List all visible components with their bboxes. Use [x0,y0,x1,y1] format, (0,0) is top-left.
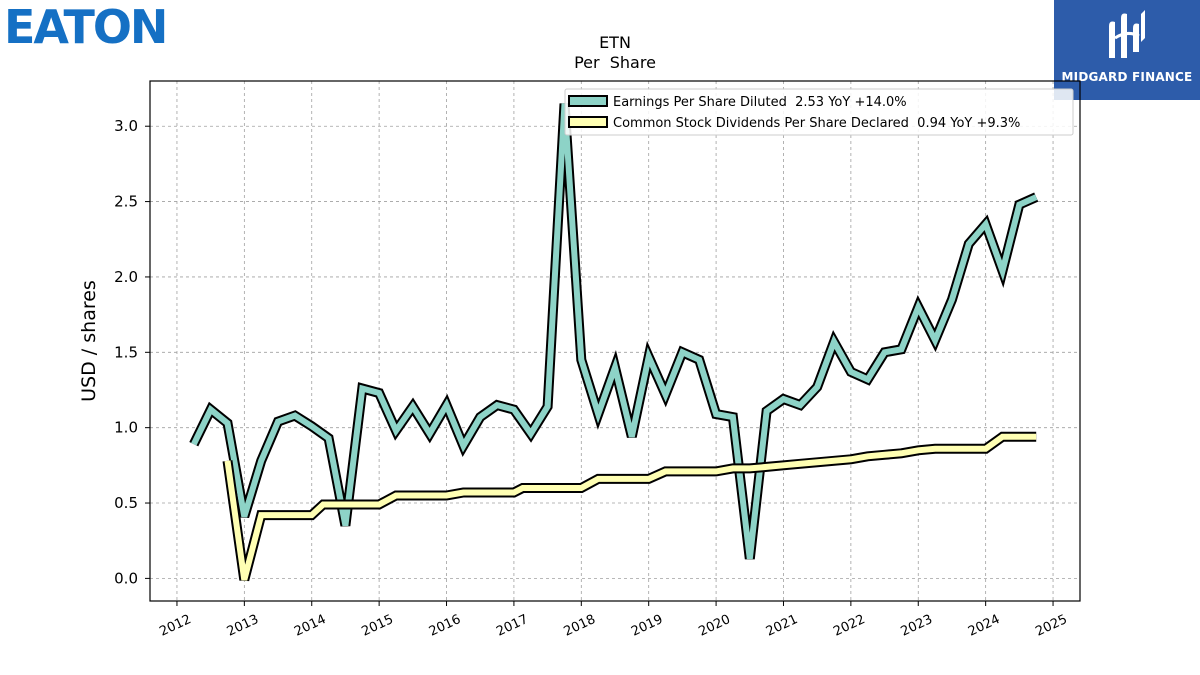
midgard-logo-text: MIDGARD FINANCE [1061,70,1193,84]
x-tick-label: 2014 [292,612,328,640]
midgard-mark-icon [1054,8,1200,68]
midgard-finance-logo: MIDGARD FINANCE [1054,0,1200,100]
eaton-logo-text: EATON [4,0,168,54]
x-tick-label: 2024 [966,612,1002,640]
x-tick-label: 2018 [562,612,598,640]
series-group [189,103,1039,582]
y-tick-label: 0.0 [114,569,138,587]
y-tick-label: 2.0 [114,268,138,286]
y-tick-label: 1.0 [114,419,138,437]
grid [150,81,1080,601]
legend-label: Earnings Per Share Diluted 2.53 YoY +14.… [613,95,907,110]
x-tick-label: 2017 [494,612,530,640]
y-tick-label: 0.5 [114,494,138,512]
x-tick-label: 2025 [1033,612,1069,640]
chart-title: ETN [599,33,631,52]
plot-frame [149,80,1081,602]
y-tick-label: 3.0 [114,117,138,135]
legend: Earnings Per Share Diluted 2.53 YoY +14.… [564,88,1074,136]
x-tick-label: 2022 [831,612,867,640]
x-tick-label: 2019 [629,612,665,640]
chart-subtitle: Per Share [574,53,656,72]
y-tick-label: 2.5 [114,193,138,211]
legend-swatch [568,95,608,107]
y-tick-label: 1.5 [114,343,138,361]
x-tick-label: 2015 [359,612,395,640]
x-tick-label: 2021 [764,612,800,640]
legend-swatch [568,116,608,128]
legend-label: Common Stock Dividends Per Share Declare… [613,116,1020,131]
legend-box [564,88,1074,136]
y-axis-label: USD / shares [78,280,100,402]
x-tick-label: 2012 [157,612,193,640]
x-tick-label: 2020 [696,612,732,640]
eps-series-line [191,103,1038,560]
x-tick-label: 2013 [225,612,261,640]
x-tick-label: 2016 [427,612,463,640]
eaton-logo: EATON [4,4,168,50]
dividends-series-line [224,433,1037,581]
x-tick-label: 2023 [899,612,935,640]
